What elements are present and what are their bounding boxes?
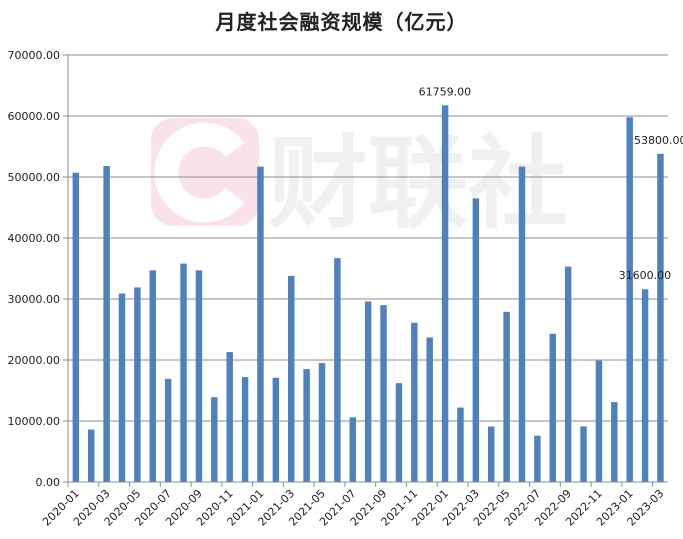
- bar-2022-09: [564, 266, 572, 482]
- bar-2022-12: [611, 402, 618, 482]
- bar-2021-09: [380, 305, 387, 482]
- bar-2020-07: [164, 378, 172, 482]
- bar-2023-02: [641, 289, 649, 482]
- bar-2022-02: [457, 407, 464, 482]
- bar-2020-03: [103, 166, 110, 482]
- svg-text:财联社: 财联社: [268, 125, 568, 242]
- bar-2020-04: [118, 293, 126, 482]
- bar-2022-10: [580, 426, 587, 482]
- data-label-2023-03: 53800.00: [634, 134, 683, 147]
- bar-2021-07: [349, 417, 356, 482]
- bar-2022-08: [549, 333, 556, 482]
- bar-2021-03: [288, 275, 295, 482]
- bar-2022-07: [534, 435, 541, 482]
- bar-2021-06: [334, 258, 341, 482]
- bar-2022-04: [488, 426, 495, 482]
- bar-2020-09: [195, 270, 203, 482]
- bar-2021-05: [318, 363, 326, 482]
- bar-2021-02: [272, 377, 280, 482]
- bar-2021-08: [364, 301, 372, 482]
- bar-2022-05: [503, 311, 510, 482]
- bar-2020-12: [241, 377, 249, 482]
- y-tick-label: 30000.00: [8, 293, 61, 306]
- y-tick-label: 70000.00: [8, 49, 61, 62]
- bar-2020-08: [180, 263, 187, 482]
- bar-2020-01: [72, 172, 80, 483]
- data-label-2022-01: 61759.00: [419, 85, 472, 98]
- bar-2023-03: [657, 153, 664, 482]
- bar-2020-10: [211, 397, 218, 482]
- y-tick-label: 0.00: [36, 476, 61, 489]
- y-tick-label: 20000.00: [8, 354, 61, 367]
- bar-2020-02: [88, 429, 95, 482]
- bar-2021-10: [395, 383, 403, 482]
- y-tick-label: 60000.00: [8, 110, 61, 123]
- bar-2021-11: [411, 322, 418, 482]
- bar-2022-01: [441, 105, 449, 482]
- chart-title: 月度社会融资规模（亿元）: [215, 10, 468, 34]
- bar-2020-05: [134, 287, 141, 482]
- bar-2023-01: [626, 117, 633, 482]
- y-tick-label: 40000.00: [8, 232, 61, 245]
- bar-2022-11: [595, 360, 603, 482]
- y-tick-label: 50000.00: [8, 171, 61, 184]
- bar-2021-01: [257, 166, 264, 482]
- bar-2020-06: [149, 270, 156, 482]
- bar-2021-12: [426, 337, 433, 482]
- bar-2022-03: [472, 198, 480, 482]
- watermark-logo: 财联社: [151, 118, 568, 242]
- bar-2020-11: [226, 352, 233, 482]
- bar-2021-04: [303, 369, 310, 482]
- data-label-2023-02: 31600.00: [619, 269, 672, 282]
- bar-2022-06: [518, 166, 526, 482]
- y-tick-label: 10000.00: [8, 415, 61, 428]
